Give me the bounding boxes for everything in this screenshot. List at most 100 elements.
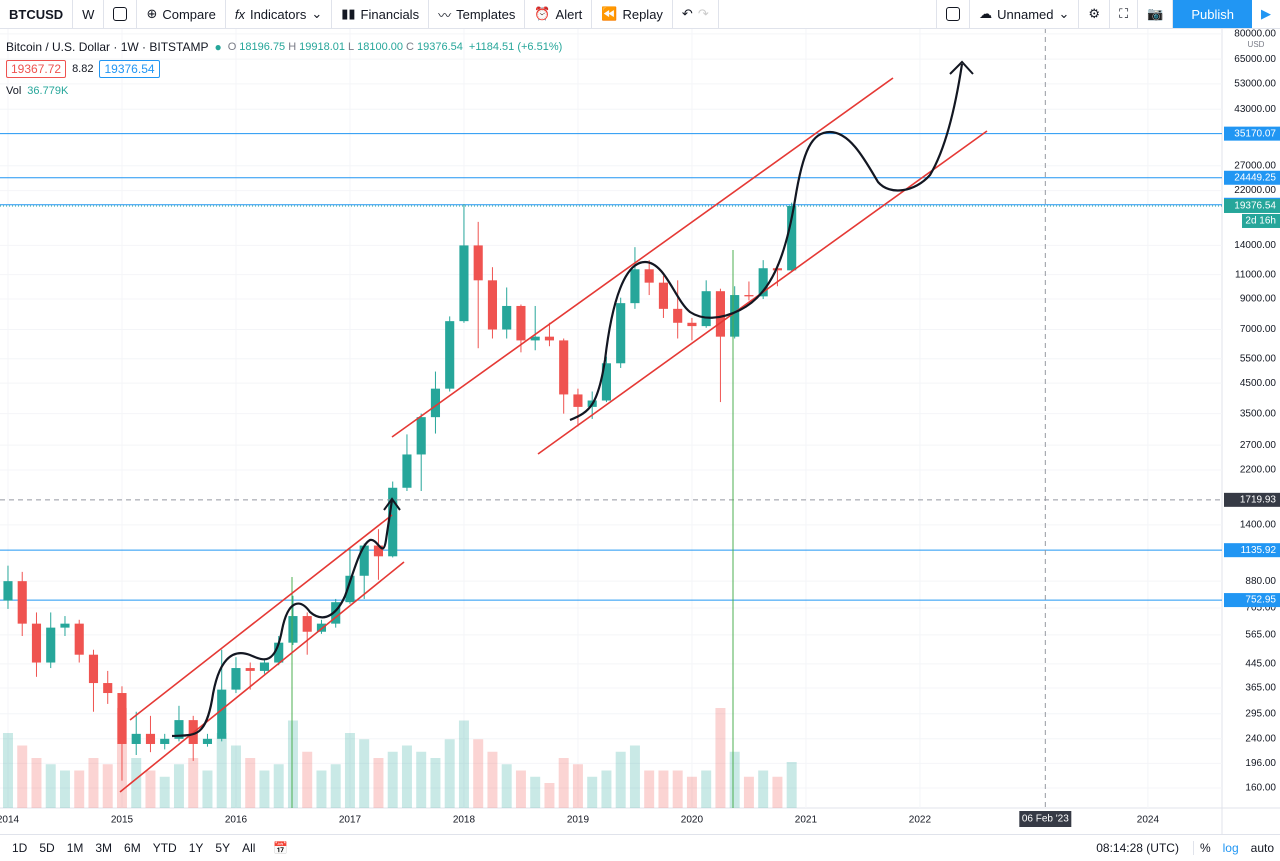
candle-body xyxy=(502,305,512,330)
volume-bar xyxy=(601,770,612,808)
symbol[interactable]: BTCUSD xyxy=(0,0,74,28)
volume-bar xyxy=(344,733,355,808)
candle-body xyxy=(402,454,412,488)
candle-body xyxy=(687,322,697,327)
ohlc-key: L xyxy=(348,41,355,53)
chart-style[interactable] xyxy=(104,0,138,28)
volume-bar xyxy=(31,758,42,808)
candle-body xyxy=(359,545,369,576)
volume-bar xyxy=(287,720,298,808)
volume-bar xyxy=(373,758,384,808)
candle-body xyxy=(544,336,555,341)
volume-bar xyxy=(159,776,170,808)
y-tick-label: 7000.00 xyxy=(1240,324,1277,335)
y-tick-label: 1400.00 xyxy=(1240,519,1277,530)
level-label-bg xyxy=(1224,593,1280,608)
interval[interactable]: W xyxy=(73,0,105,28)
compare-button[interactable]: ⊕ Compare xyxy=(137,0,226,28)
undo-redo[interactable]: ↶ ↷ xyxy=(673,0,719,28)
volume-bar xyxy=(743,776,754,808)
legend: Bitcoin / U.S. Dollar · 1W · BITSTAMP ● … xyxy=(6,36,562,102)
candle-body xyxy=(601,363,611,401)
ohlc-value: 19376.54 xyxy=(417,41,463,53)
range-button[interactable]: 1D xyxy=(12,841,28,855)
level-label: 1135.92 xyxy=(1241,545,1277,556)
fullscreen-button[interactable]: ⛶ xyxy=(1110,0,1139,28)
candle-body xyxy=(758,268,768,297)
candle-body xyxy=(245,668,255,671)
replay-button[interactable]: ⏪ Replay xyxy=(592,0,673,28)
financials-button[interactable]: ▮▮ Financials xyxy=(332,0,430,28)
scale-option[interactable]: auto xyxy=(1250,841,1274,855)
top-toolbar: BTCUSD W ⊕ Compare fx Indicators ⌄ ▮▮ Fi… xyxy=(0,0,1280,29)
scale-option[interactable]: % xyxy=(1199,841,1211,855)
range-button[interactable]: 5Y xyxy=(215,841,231,855)
volume-bar xyxy=(672,770,683,808)
volume-bar xyxy=(629,745,640,808)
label: Financials xyxy=(360,6,420,22)
candle-body xyxy=(288,616,298,643)
volume-bar xyxy=(88,758,99,808)
candle-body xyxy=(487,280,498,330)
level-label: 35170.07 xyxy=(1234,128,1276,139)
ohlc-key: C xyxy=(406,41,414,53)
candle-body xyxy=(217,689,227,739)
label: Indicators xyxy=(249,6,307,22)
range-button[interactable]: All xyxy=(242,841,256,855)
range-button[interactable]: YTD xyxy=(152,841,177,855)
settings-button[interactable]: ⚙ xyxy=(1079,0,1111,28)
quote-row: 19367.72 8.82 19376.54 xyxy=(6,58,562,80)
scale-option[interactable]: log xyxy=(1222,841,1239,855)
volume-bar xyxy=(2,733,13,808)
volume-bar xyxy=(359,739,370,808)
volume-bar xyxy=(701,770,712,808)
candle-body xyxy=(316,623,327,632)
volume-bar xyxy=(102,764,113,808)
ask[interactable]: 19376.54 xyxy=(99,60,160,78)
y-tick-label: 2700.00 xyxy=(1240,440,1277,451)
y-tick-label: 27000.00 xyxy=(1234,160,1276,171)
indicators-button[interactable]: fx Indicators ⌄ xyxy=(226,0,333,28)
candle-body xyxy=(573,394,583,407)
candle-body xyxy=(772,268,782,271)
candle-body xyxy=(744,295,754,297)
candle-body xyxy=(131,733,141,744)
symbol-title: Bitcoin / U.S. Dollar · 1W · BITSTAMP xyxy=(6,40,209,54)
candle-body xyxy=(117,693,127,744)
y-tick-label: 880.00 xyxy=(1245,576,1276,587)
templates-button[interactable]: 〰 Templates xyxy=(429,0,526,28)
range-button[interactable]: 3M xyxy=(95,841,113,855)
panel-toggle[interactable]: ▶ xyxy=(1261,6,1271,21)
level-label-bg xyxy=(1224,543,1280,558)
label: Unnamed xyxy=(997,6,1054,22)
y-tick-label: 565.00 xyxy=(1245,630,1276,641)
candle-body xyxy=(202,738,213,744)
crosshair-x-label: 06 Feb '23 xyxy=(1022,814,1069,825)
alert-button[interactable]: ⏰ Alert xyxy=(525,0,593,28)
label: Replay xyxy=(622,6,663,22)
range-button[interactable]: 5D xyxy=(39,841,55,855)
publish-button[interactable]: Publish xyxy=(1173,0,1252,28)
candle-body xyxy=(644,269,654,283)
range-button[interactable]: 6M xyxy=(124,841,141,855)
volume-bar xyxy=(216,733,227,808)
y-tick-label: 14000.00 xyxy=(1234,240,1276,251)
volume-bar xyxy=(145,770,156,808)
volume-bar xyxy=(259,770,270,808)
candle-body xyxy=(103,683,113,694)
snapshot-button[interactable]: 📷 xyxy=(1138,0,1174,28)
layout-menu[interactable]: ☁ Unnamed ⌄ xyxy=(970,0,1080,28)
volume-bar xyxy=(173,764,184,808)
bid[interactable]: 19367.72 xyxy=(6,60,67,78)
ohlc-value: 19918.01 xyxy=(299,41,346,53)
range-button[interactable]: 1Y xyxy=(188,841,204,855)
goto-date[interactable]: 📅 xyxy=(273,841,289,855)
range-button[interactable]: 1M xyxy=(66,841,84,855)
fullscreen-toggle[interactable] xyxy=(936,0,971,28)
volume-bar xyxy=(188,758,199,808)
x-tick-label: 2020 xyxy=(681,815,704,826)
projection-curve xyxy=(171,499,394,738)
candle-body xyxy=(274,642,284,663)
candle-body xyxy=(459,245,469,322)
